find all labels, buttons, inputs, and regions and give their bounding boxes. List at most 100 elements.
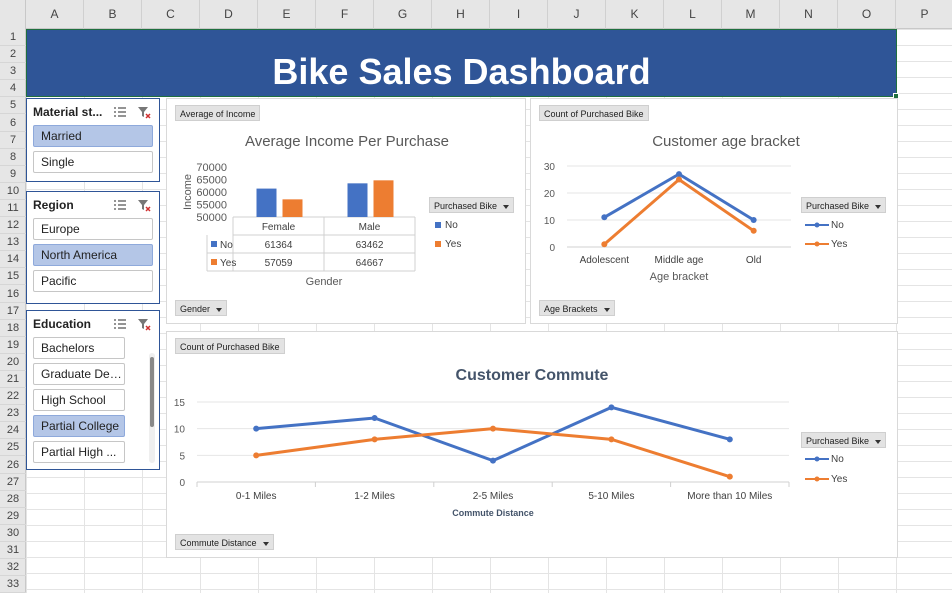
data-point-yes[interactable] <box>726 473 733 480</box>
region-slicer[interactable]: Region Europe North America Pacific <box>26 191 160 304</box>
value-field-button[interactable]: Average of Income <box>175 105 261 121</box>
column-header-b[interactable]: B <box>84 0 142 29</box>
income-chart-panel[interactable]: Average of Income Average Income Per Pur… <box>166 98 526 324</box>
clear-filter-icon[interactable] <box>137 317 151 331</box>
axis-field-button[interactable]: Age Brackets <box>539 300 615 316</box>
row-header-4[interactable]: 4 <box>0 80 26 98</box>
row-header-29[interactable]: 29 <box>0 508 26 525</box>
column-header-h[interactable]: H <box>432 0 490 29</box>
row-header-21[interactable]: 21 <box>0 371 26 389</box>
row-header-24[interactable]: 24 <box>0 422 26 440</box>
column-header-j[interactable]: J <box>548 0 606 29</box>
column-header-g[interactable]: G <box>374 0 432 29</box>
bar-no-female[interactable] <box>256 188 277 217</box>
data-point-yes[interactable] <box>750 227 757 234</box>
row-header-15[interactable]: 15 <box>0 268 26 286</box>
data-point-no[interactable] <box>490 457 496 464</box>
dashboard-title-banner[interactable]: Bike Sales Dashboard <box>26 29 897 97</box>
data-point-yes[interactable] <box>371 436 378 443</box>
slicer-item-north-america[interactable]: North America <box>33 244 153 266</box>
data-point-no[interactable] <box>608 404 615 411</box>
row-header-3[interactable]: 3 <box>0 63 26 81</box>
legend-field-button[interactable]: Purchased Bike <box>801 432 887 448</box>
row-header-28[interactable]: 28 <box>0 491 26 508</box>
column-header-i[interactable]: I <box>490 0 548 29</box>
commute-chart-panel[interactable]: Count of Purchased Bike Customer Commute… <box>166 331 898 558</box>
scrollbar-thumb[interactable] <box>150 357 154 427</box>
row-header-18[interactable]: 18 <box>0 320 26 337</box>
row-header-5[interactable]: 5 <box>0 97 26 115</box>
row-header-16[interactable]: 16 <box>0 286 26 303</box>
series-line-yes[interactable] <box>255 427 731 479</box>
row-header-30[interactable]: 30 <box>0 525 26 542</box>
row-header-12[interactable]: 12 <box>0 217 26 235</box>
row-header-27[interactable]: 27 <box>0 474 26 491</box>
row-header-6[interactable]: 6 <box>0 115 26 132</box>
data-point-yes[interactable] <box>253 452 260 459</box>
row-header-14[interactable]: 14 <box>0 251 26 269</box>
slicer-item-bachelors[interactable]: Bachelors <box>33 337 125 359</box>
data-point-no[interactable] <box>676 171 682 178</box>
slicer-scrollbar[interactable] <box>149 353 155 463</box>
column-header-f[interactable]: F <box>316 0 374 29</box>
row-header-9[interactable]: 9 <box>0 166 26 183</box>
data-point-yes[interactable] <box>601 241 608 248</box>
marital-status-slicer[interactable]: Material st... Married Single <box>26 98 160 182</box>
multi-select-icon[interactable] <box>113 105 127 119</box>
slicer-item-married[interactable]: Married <box>33 125 153 147</box>
row-header-13[interactable]: 13 <box>0 234 26 252</box>
row-header-2[interactable]: 2 <box>0 46 26 64</box>
legend-field-button[interactable]: Purchased Bike <box>801 197 887 213</box>
age-chart-panel[interactable]: Count of Purchased Bike Customer age bra… <box>530 98 898 324</box>
series-line-yes[interactable] <box>603 177 755 246</box>
slicer-item-high-school[interactable]: High School <box>33 389 125 411</box>
data-point-no[interactable] <box>253 425 260 432</box>
column-header-o[interactable]: O <box>838 0 896 29</box>
data-point-yes[interactable] <box>490 425 496 432</box>
slicer-item-partial-high[interactable]: Partial High ... <box>33 441 125 463</box>
column-header-k[interactable]: K <box>606 0 664 29</box>
row-header-25[interactable]: 25 <box>0 439 26 457</box>
series-line-no[interactable] <box>256 405 731 463</box>
slicer-item-partial-college[interactable]: Partial College <box>33 415 125 437</box>
row-header-32[interactable]: 32 <box>0 559 26 577</box>
legend-field-button[interactable]: Purchased Bike <box>429 197 515 213</box>
row-header-26[interactable]: 26 <box>0 457 26 474</box>
value-field-button[interactable]: Count of Purchased Bike <box>175 338 285 354</box>
column-header-m[interactable]: M <box>722 0 780 29</box>
bar-yes-female[interactable] <box>282 199 303 217</box>
row-header-33[interactable]: 33 <box>0 576 26 593</box>
bar-yes-male[interactable] <box>373 180 394 217</box>
value-field-button[interactable]: Count of Purchased Bike <box>539 105 649 121</box>
column-header-e[interactable]: E <box>258 0 316 29</box>
clear-filter-icon[interactable] <box>137 198 151 212</box>
row-header-20[interactable]: 20 <box>0 354 26 371</box>
column-header-a[interactable]: A <box>26 0 84 29</box>
data-point-yes[interactable] <box>676 176 682 183</box>
bar-no-male[interactable] <box>347 183 368 217</box>
row-header-10[interactable]: 10 <box>0 183 26 200</box>
row-header-23[interactable]: 23 <box>0 405 26 423</box>
row-header-7[interactable]: 7 <box>0 132 26 149</box>
multi-select-icon[interactable] <box>113 317 127 331</box>
data-point-no[interactable] <box>601 214 608 221</box>
education-slicer[interactable]: Education Bachelors Graduate Deg... High S… <box>26 310 160 470</box>
row-header-8[interactable]: 8 <box>0 149 26 166</box>
row-header-22[interactable]: 22 <box>0 388 26 406</box>
select-all-corner[interactable] <box>0 0 26 29</box>
row-header-11[interactable]: 11 <box>0 200 26 218</box>
data-point-no[interactable] <box>750 217 757 223</box>
data-point-yes[interactable] <box>608 436 615 443</box>
row-header-31[interactable]: 31 <box>0 542 26 560</box>
data-point-no[interactable] <box>726 436 733 443</box>
column-header-l[interactable]: L <box>664 0 722 29</box>
column-header-n[interactable]: N <box>780 0 838 29</box>
clear-filter-icon[interactable] <box>137 105 151 119</box>
slicer-item-single[interactable]: Single <box>33 151 153 173</box>
row-header-1[interactable]: 1 <box>0 29 26 47</box>
row-header-19[interactable]: 19 <box>0 337 26 354</box>
slicer-item-pacific[interactable]: Pacific <box>33 270 153 292</box>
data-point-no[interactable] <box>371 415 378 421</box>
row-header-17[interactable]: 17 <box>0 303 26 320</box>
slicer-item-europe[interactable]: Europe <box>33 218 153 240</box>
